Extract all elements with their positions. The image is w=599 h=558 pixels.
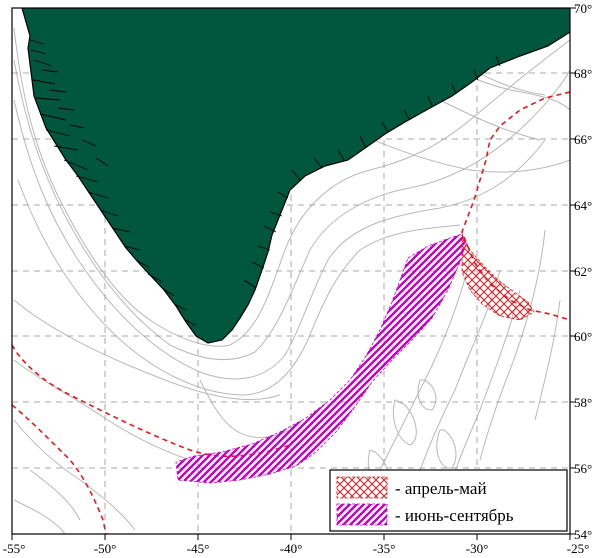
x-tick-labels: -55° -50° -45° -40° -35° -30° -25° — [3, 541, 590, 556]
y-tick-label: 62° — [574, 264, 592, 279]
x-tick-label: -50° — [94, 541, 117, 556]
y-tick-label: 54° — [574, 527, 592, 542]
legend-swatch-april-may — [336, 476, 388, 499]
y-tick-label: 70° — [574, 1, 592, 16]
x-tick-label: -30° — [466, 541, 489, 556]
june-september-zone — [175, 233, 467, 484]
fjord-coastline — [29, 39, 501, 327]
legend-swatch-june-september — [336, 503, 388, 526]
x-tick-label: -40° — [280, 541, 303, 556]
tick-marks — [11, 7, 576, 540]
x-tick-label: -45° — [187, 541, 210, 556]
y-tick-label: 64° — [574, 198, 592, 213]
legend-label-june-september: - июнь-сентябрь — [395, 506, 514, 525]
y-tick-label: 66° — [574, 132, 592, 147]
legend-label-april-may: - апрель-май — [395, 479, 487, 498]
y-tick-label: 56° — [574, 461, 592, 476]
x-tick-label: -55° — [3, 541, 26, 556]
y-tick-label: 68° — [574, 66, 592, 81]
map-legend: - апрель-май - июнь-сентябрь — [329, 469, 568, 532]
y-tick-label: 58° — [574, 395, 592, 410]
x-tick-label: -35° — [373, 541, 396, 556]
y-tick-labels: 70° 68° 66° 64° 62° 60° 58° 56° 54° — [574, 1, 592, 542]
x-tick-label: -25° — [567, 541, 590, 556]
april-may-zone — [461, 233, 535, 321]
y-tick-label: 60° — [574, 329, 592, 344]
